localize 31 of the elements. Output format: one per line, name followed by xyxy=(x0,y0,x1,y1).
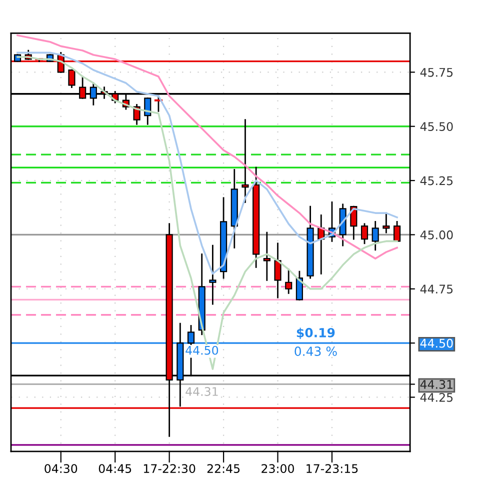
ref-line-label: 44.50 xyxy=(186,346,218,355)
annotation: $0.19 xyxy=(296,328,335,340)
y-tick-label: 45.75 xyxy=(420,68,453,77)
candlestick xyxy=(360,223,368,244)
candlestick xyxy=(382,212,390,234)
candlestick xyxy=(296,270,303,300)
x-tick-label: 17-23:15 xyxy=(306,464,358,474)
candlestick xyxy=(372,221,379,251)
candlestick xyxy=(209,244,216,305)
x-tick-label: 04:30 xyxy=(44,464,78,474)
x-tick-label: 17-22:30 xyxy=(144,464,196,474)
candlestick xyxy=(394,221,401,242)
y-tick-label: 44.50 xyxy=(420,338,453,348)
candlestick xyxy=(263,232,270,281)
ref-line-label: 44.31 xyxy=(186,387,218,396)
y-tick-label: 45.25 xyxy=(420,176,453,186)
candlestick xyxy=(144,97,152,125)
y-tick-label: 45.50 xyxy=(420,122,453,132)
y-tick-label: 44.25 xyxy=(420,392,453,402)
annotation: 0.43 % xyxy=(294,346,337,356)
candlestick xyxy=(242,119,249,203)
candlestick xyxy=(285,268,292,294)
x-tick-label: 22:45 xyxy=(207,464,240,474)
candlestick xyxy=(274,242,282,298)
x-tick-label: 04:45 xyxy=(98,464,132,474)
y-tick-label: 44.31 xyxy=(420,380,452,389)
x-tick-label: 23:00 xyxy=(262,464,294,474)
y-tick-label: 44.75 xyxy=(420,284,453,294)
candlestick xyxy=(154,95,163,112)
candlestick xyxy=(68,69,76,88)
y-tick-label: 45.00 xyxy=(420,230,453,240)
